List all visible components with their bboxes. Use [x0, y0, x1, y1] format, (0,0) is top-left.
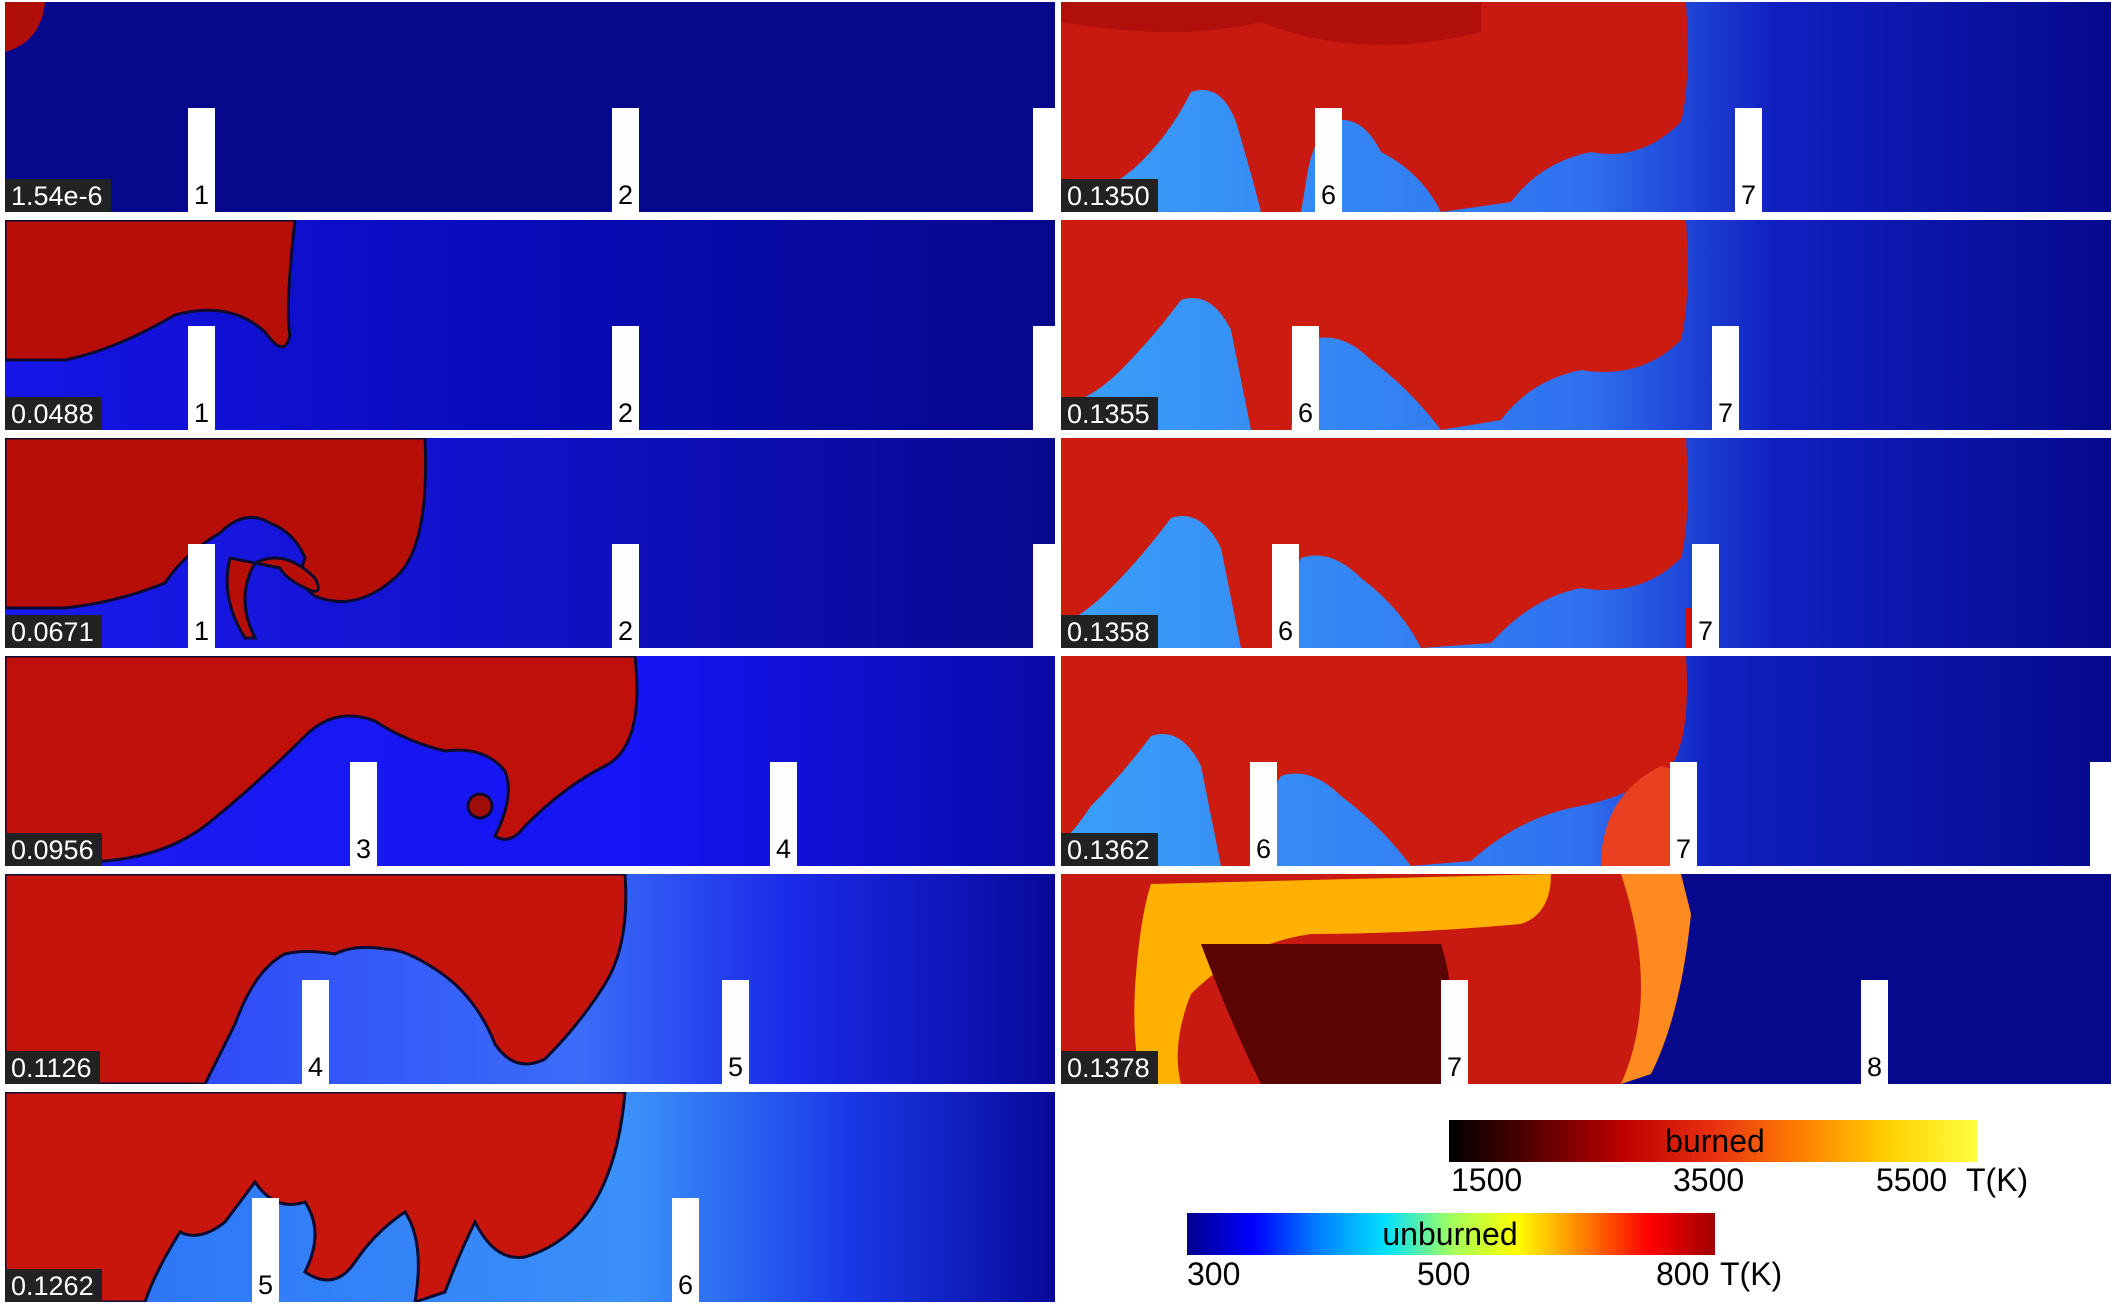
panel-t7: 6 7 0.1350 — [1061, 2, 2111, 212]
temperature-field — [1061, 438, 2111, 648]
panel-t2: 1 2 0.0488 — [5, 220, 1055, 430]
obstacle — [1315, 108, 1342, 212]
time-label: 0.0488 — [5, 397, 102, 430]
panel-t10: 6 7 0.1362 — [1061, 656, 2111, 866]
obstacle-number: 1 — [193, 180, 210, 210]
colorbar-unburned-tick: 800 — [1656, 1256, 1710, 1292]
time-label: 0.1378 — [1061, 1051, 1158, 1084]
obstacle — [350, 762, 377, 866]
obstacle-number: 4 — [307, 1052, 324, 1082]
obstacle-number: 1 — [193, 398, 210, 428]
obstacle — [188, 326, 215, 430]
temperature-field — [5, 2, 1055, 212]
obstacle — [2090, 762, 2111, 866]
obstacle-number: 6 — [677, 1270, 694, 1300]
obstacle — [612, 326, 639, 430]
colorbar-burned-tick: 3500 — [1673, 1162, 1745, 1198]
obstacle-number: 8 — [1866, 1052, 1883, 1082]
obstacle-number: 7 — [1446, 1052, 1463, 1082]
obstacle — [612, 544, 639, 648]
time-label: 0.1355 — [1061, 397, 1158, 430]
obstacle-number: 6 — [1320, 180, 1337, 210]
colorbar-unburned-title: unburned — [1382, 1216, 1518, 1252]
obstacle-number: 6 — [1297, 398, 1314, 428]
obstacle — [722, 980, 749, 1084]
temperature-field — [5, 438, 1055, 648]
temperature-field — [5, 874, 1055, 1084]
temperature-field — [1061, 656, 2111, 866]
temperature-field — [1061, 2, 2111, 212]
time-label: 0.0671 — [5, 615, 102, 648]
obstacle-number: 2 — [617, 398, 634, 428]
panel-t6: 5 6 0.1262 — [5, 1092, 1055, 1302]
colorbar-burned-unit: T(K) — [1966, 1162, 2029, 1198]
obstacle — [188, 108, 215, 212]
obstacle-number: 7 — [1697, 616, 1714, 646]
obstacle-number: 5 — [257, 1270, 274, 1300]
obstacle — [1712, 326, 1739, 430]
colorbar-unburned-gradient — [1187, 1213, 1715, 1255]
temperature-field — [5, 220, 1055, 430]
time-label: 0.1262 — [5, 1269, 102, 1302]
colorbar-unburned-tick: 300 — [1187, 1256, 1241, 1292]
obstacle — [1670, 762, 1697, 866]
obstacle — [1033, 326, 1055, 430]
time-label: 0.1126 — [5, 1051, 100, 1084]
obstacle — [1250, 762, 1277, 866]
temperature-field — [1061, 874, 2111, 1084]
obstacle-number: 4 — [775, 834, 792, 864]
colorbar-burned-tick: 1500 — [1451, 1162, 1523, 1198]
panel-t9: 6 7 0.1358 — [1061, 438, 2111, 648]
temperature-field — [5, 656, 1055, 866]
obstacle — [188, 544, 215, 648]
panel-t5: 4 5 0.1126 — [5, 874, 1055, 1084]
obstacle — [1272, 544, 1299, 648]
colorbar-burned-gradient — [1449, 1120, 1977, 1162]
obstacle — [672, 1198, 699, 1302]
temperature-field — [5, 1092, 1055, 1302]
time-label: 0.0956 — [5, 833, 102, 866]
obstacle-number: 7 — [1717, 398, 1734, 428]
obstacle — [612, 108, 639, 212]
panel-t3: 1 2 0.0671 — [5, 438, 1055, 648]
colorbar-unburned-unit: T(K) — [1720, 1256, 1783, 1292]
obstacle-number: 3 — [355, 834, 372, 864]
obstacle — [770, 762, 797, 866]
obstacle — [252, 1198, 279, 1302]
obstacle-number: 7 — [1740, 180, 1757, 210]
obstacle-number: 5 — [727, 1052, 744, 1082]
panel-t4: 3 4 0.0956 — [5, 656, 1055, 866]
obstacle-number: 1 — [193, 616, 210, 646]
temperature-field — [1061, 220, 2111, 430]
time-label: 0.1350 — [1061, 179, 1158, 212]
obstacle — [1441, 980, 1468, 1084]
time-label: 1.54e-6 — [5, 179, 111, 212]
obstacle — [302, 980, 329, 1084]
time-label: 0.1362 — [1061, 833, 1158, 866]
obstacle — [1292, 326, 1319, 430]
panel-t11: 7 8 0.1378 — [1061, 874, 2111, 1084]
panel-t1: 1 2 1.54e-6 — [5, 2, 1055, 212]
obstacle-number: 7 — [1675, 834, 1692, 864]
obstacle — [1033, 108, 1055, 212]
obstacle — [1033, 544, 1055, 648]
obstacle-number: 2 — [617, 180, 634, 210]
obstacle — [1861, 980, 1888, 1084]
colorbar-unburned-tick: 500 — [1417, 1256, 1471, 1292]
obstacle-number: 6 — [1255, 834, 1272, 864]
obstacle — [1692, 544, 1719, 648]
time-label: 0.1358 — [1061, 615, 1158, 648]
colorbar-burned-tick: 5500 — [1876, 1162, 1948, 1198]
panel-t8: 6 7 0.1355 — [1061, 220, 2111, 430]
obstacle — [1735, 108, 1762, 212]
obstacle-number: 6 — [1277, 616, 1294, 646]
obstacle-number: 2 — [617, 616, 634, 646]
colorbar-burned-title: burned — [1665, 1123, 1765, 1159]
